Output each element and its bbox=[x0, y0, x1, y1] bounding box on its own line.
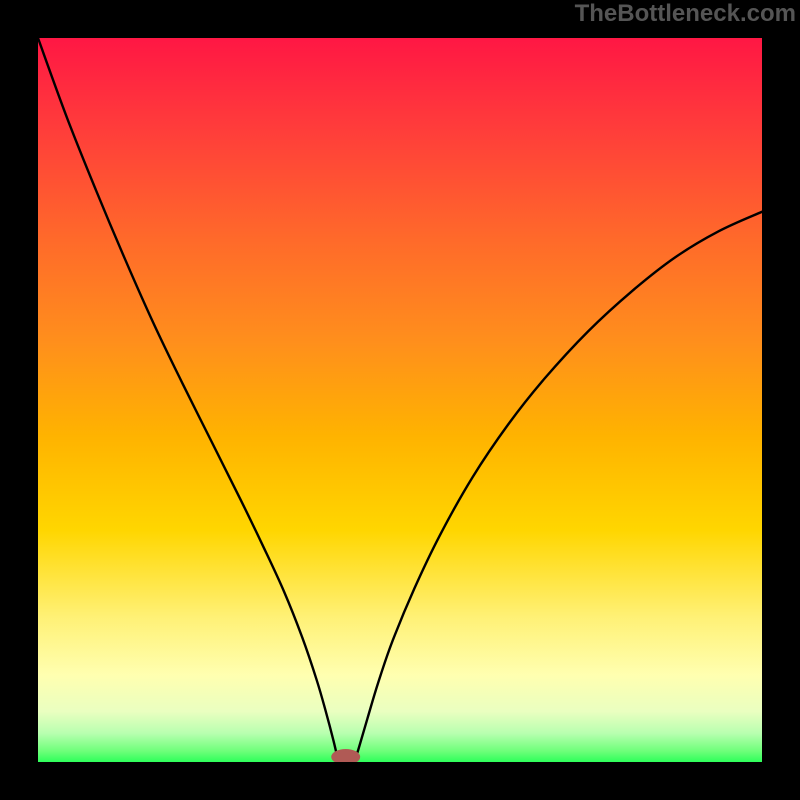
chart-background bbox=[38, 38, 762, 762]
canvas: TheBottleneck.com bbox=[0, 0, 800, 800]
chart-plot-area bbox=[38, 38, 762, 762]
watermark-text: TheBottleneck.com bbox=[575, 0, 796, 28]
chart-svg bbox=[38, 38, 762, 762]
